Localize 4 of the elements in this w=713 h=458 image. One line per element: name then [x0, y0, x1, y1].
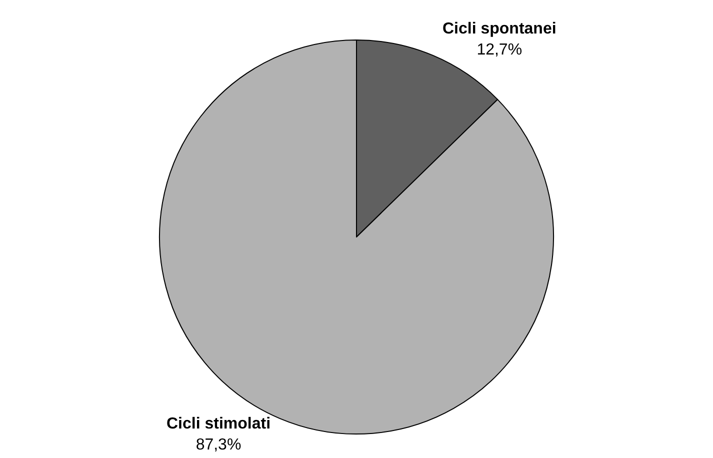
data-label: 12,7% — [476, 41, 522, 58]
slice-label: Cicli spontanei — [442, 20, 556, 38]
slice-label: Cicli stimolati — [166, 416, 271, 433]
data-label: 87,3% — [196, 436, 242, 454]
